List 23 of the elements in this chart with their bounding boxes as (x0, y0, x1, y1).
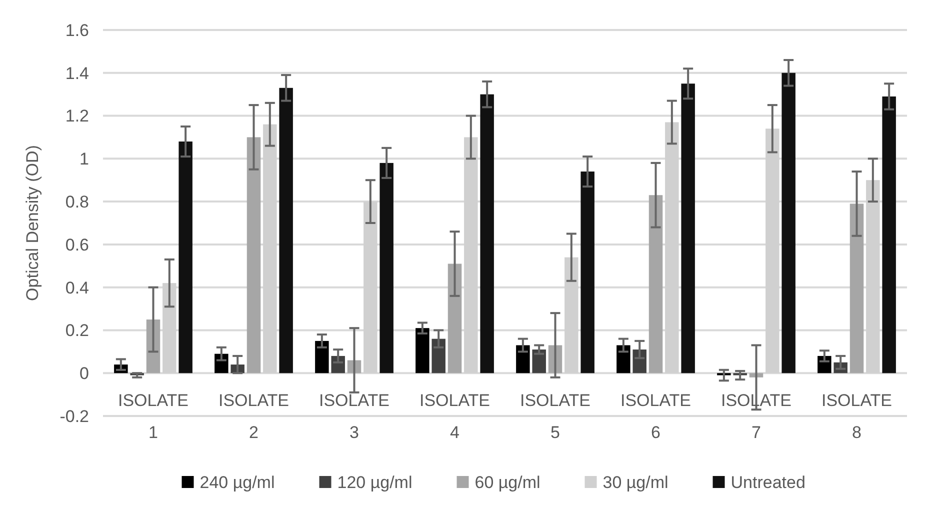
y-tick-label: -0.2 (60, 406, 89, 426)
y-tick-label: 1.6 (65, 20, 89, 40)
y-tick-label: 0 (80, 364, 89, 384)
y-tick-label: 1.2 (65, 106, 89, 126)
x-tick-label: ISOLATE 1 (118, 391, 189, 442)
legend-label: 30 µg/ml (602, 473, 668, 492)
y-tick-label: 0.8 (65, 192, 89, 212)
y-tick-label: 1.4 (65, 64, 89, 83)
legend-label: 60 µg/ml (474, 473, 540, 492)
y-tick-label: 1 (80, 150, 89, 169)
y-tick-label: 0.2 (65, 321, 89, 340)
x-tick-label: ISOLATE 4 (419, 391, 490, 442)
y-tick-label: 0.6 (65, 235, 89, 254)
x-tick-label: ISOLATE 6 (620, 391, 692, 442)
x-tick-label: ISOLATE 3 (318, 391, 390, 442)
legend-label: 120 µg/ml (337, 473, 412, 492)
x-tick-label: ISOLATE 5 (520, 391, 591, 442)
y-axis-title: Optical Density (OD) (23, 145, 42, 301)
y-tick-label: 0.4 (65, 278, 89, 298)
x-tick-label: ISOLATE 8 (821, 391, 892, 442)
legend-label: 240 µg/ml (200, 473, 275, 492)
x-tick-label: ISOLATE 2 (218, 391, 290, 442)
legend-label: Untreated (730, 473, 806, 492)
